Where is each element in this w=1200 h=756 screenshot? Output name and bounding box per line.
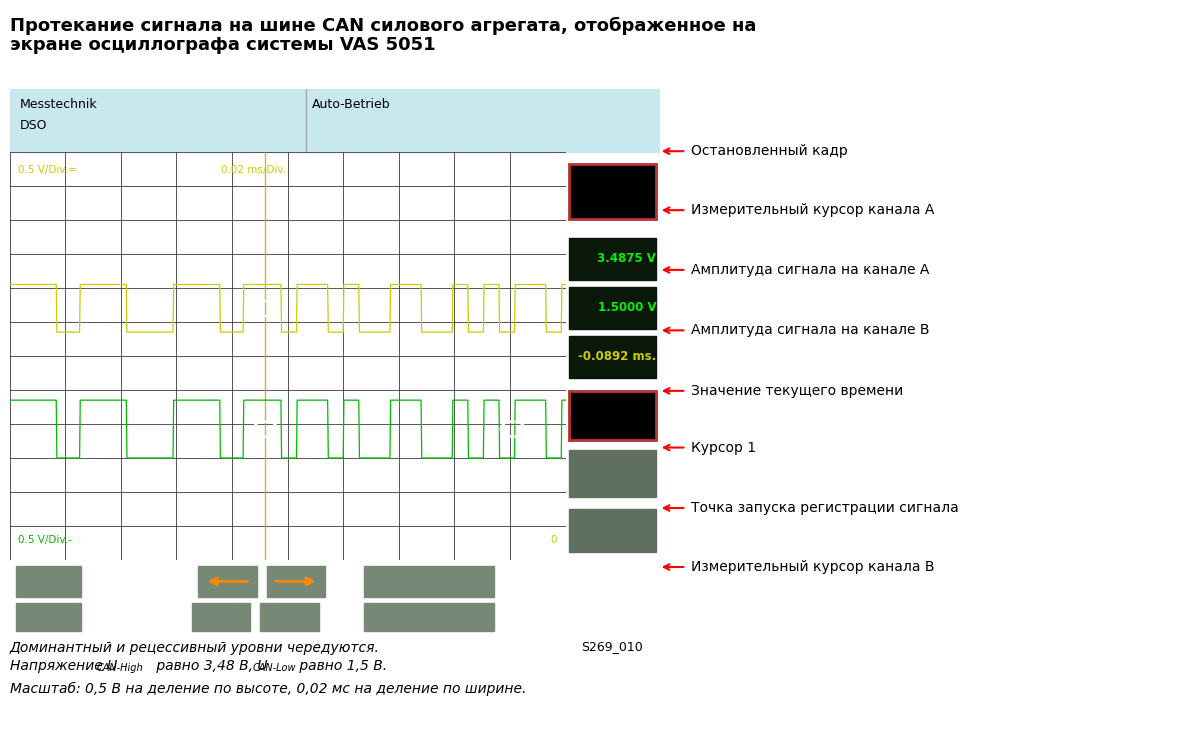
Bar xyxy=(192,603,251,631)
Bar xyxy=(570,391,656,440)
Text: Амплитуда сигнала на канале B: Амплитуда сигнала на канале B xyxy=(691,324,930,337)
Text: равно 1,5 В.: равно 1,5 В. xyxy=(295,659,388,673)
Bar xyxy=(364,566,494,596)
Text: 0.5 V/Div.=: 0.5 V/Div.= xyxy=(18,166,77,175)
Bar xyxy=(570,509,656,552)
Polygon shape xyxy=(1064,67,1177,84)
Bar xyxy=(570,391,656,440)
Text: CAN-High: CAN-High xyxy=(97,663,144,673)
Text: CAN-Low: CAN-Low xyxy=(253,663,296,673)
Text: Напряжение U: Напряжение U xyxy=(10,659,118,673)
Bar xyxy=(364,603,494,631)
Text: равно 3,48 В, U: равно 3,48 В, U xyxy=(152,659,268,673)
Bar xyxy=(260,603,318,631)
Text: 0: 0 xyxy=(551,534,557,545)
Text: -0.0892 ms.: -0.0892 ms. xyxy=(578,351,656,364)
Text: Точка запуска регистрации сигнала: Точка запуска регистрации сигнала xyxy=(691,501,959,515)
Text: Измерительный курсор канала B: Измерительный курсор канала B xyxy=(691,560,935,574)
Text: 1.5000 V: 1.5000 V xyxy=(598,302,656,314)
Text: Масштаб: 0,5 В на деление по высоте, 0,02 мс на деление по ширине.: Масштаб: 0,5 В на деление по высоте, 0,0… xyxy=(10,682,527,696)
Bar xyxy=(570,237,656,280)
Text: Messtechnik: Messtechnik xyxy=(19,98,97,111)
Bar xyxy=(570,287,656,330)
Text: Амплитуда сигнала на канале A: Амплитуда сигнала на канале A xyxy=(691,263,930,277)
Bar xyxy=(570,450,656,497)
Text: 0.5 V/Div.-: 0.5 V/Div.- xyxy=(18,534,72,545)
Text: 0.02 ms/Div.: 0.02 ms/Div. xyxy=(221,166,286,175)
Text: S269_010: S269_010 xyxy=(582,640,643,653)
Text: Остановленный кадр: Остановленный кадр xyxy=(691,144,848,158)
Text: 3.4875 V: 3.4875 V xyxy=(598,253,656,265)
Polygon shape xyxy=(1102,14,1145,82)
Bar xyxy=(10,89,660,152)
Text: экране осциллографа системы VAS 5051: экране осциллографа системы VAS 5051 xyxy=(10,36,436,54)
Bar xyxy=(570,164,656,219)
Text: Доминантный и рецессивный уровни чередуются.: Доминантный и рецессивный уровни чередую… xyxy=(10,641,379,655)
Text: Значение текущего времени: Значение текущего времени xyxy=(691,384,904,398)
Bar xyxy=(266,566,325,596)
Text: Протекание сигнала на шине CAN силового агрегата, отображенное на: Протекание сигнала на шине CAN силового … xyxy=(10,17,756,35)
Text: Курсор 1: Курсор 1 xyxy=(691,441,756,454)
Bar xyxy=(16,603,82,631)
Bar xyxy=(570,164,656,219)
Text: DSO: DSO xyxy=(19,119,47,132)
Text: Auto-Betrieb: Auto-Betrieb xyxy=(312,98,391,111)
Bar xyxy=(16,566,82,596)
Bar xyxy=(198,566,257,596)
Bar xyxy=(570,336,656,379)
Text: Измерительный курсор канала A: Измерительный курсор канала A xyxy=(691,203,935,217)
